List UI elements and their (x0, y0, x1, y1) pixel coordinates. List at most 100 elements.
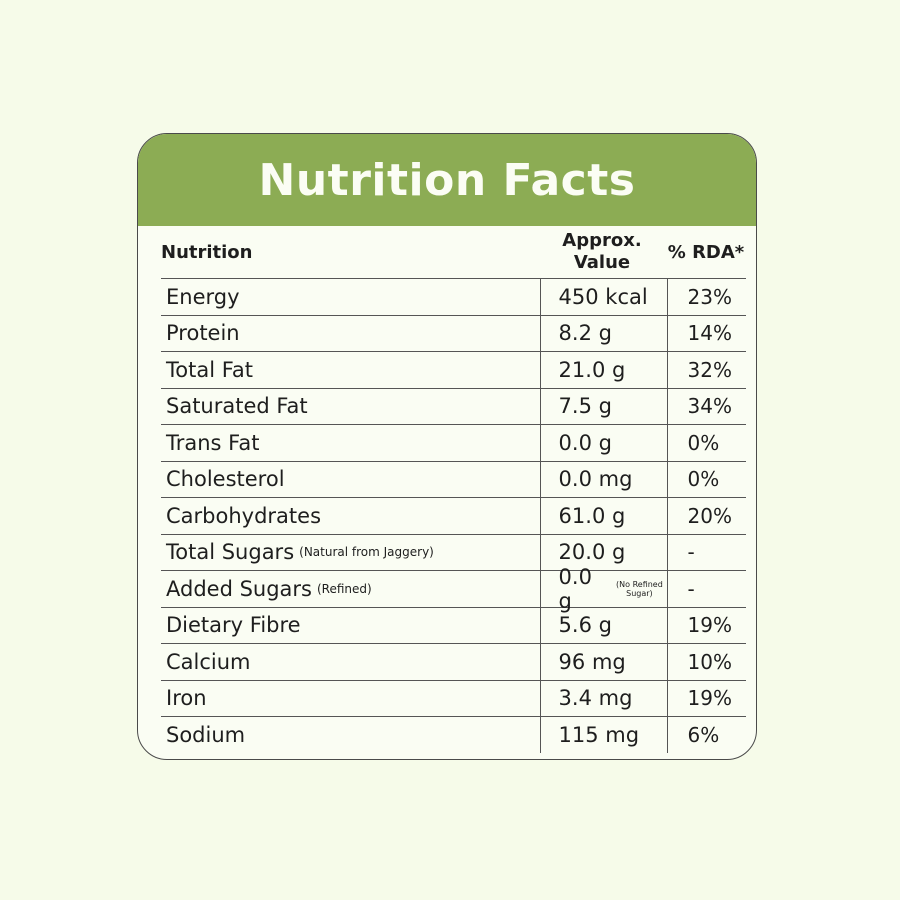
rda-value: 10% (687, 649, 732, 674)
rda-cell: 0% (666, 461, 746, 497)
table-row: Energy 450 kcal 23% (161, 278, 746, 315)
nutrient-cell: Trans Fat (161, 425, 540, 461)
nutrient-value: 0.0 mg (558, 467, 633, 492)
nutrient-cell: Sodium (161, 717, 540, 753)
nutrient-name: Added Sugars (166, 576, 312, 601)
nutrient-name: Total Sugars (166, 540, 295, 565)
rda-cell: - (666, 571, 746, 607)
nutrient-cell: Calcium (161, 644, 540, 680)
nutrient-cell: Cholesterol (161, 462, 540, 498)
nutrient-cell: Iron (161, 681, 540, 717)
rda-value: - (687, 576, 695, 601)
nutrient-value: 20.0 g (558, 540, 626, 565)
table-row: Sodium 115 mg 6% (161, 716, 746, 753)
nutrient-cell: Protein (161, 316, 540, 352)
value-cell: 5.6 g (539, 607, 667, 643)
column-headers: Nutrition Approx. Value % RDA* (161, 228, 746, 276)
nutrient-name: Calcium (166, 649, 251, 674)
nutrient-value: 5.6 g (558, 613, 612, 638)
nutrition-card: Nutrition Facts Nutrition Approx. Value … (137, 133, 757, 760)
nutrient-value: 0.0 g (558, 430, 612, 455)
column-header: % RDA* (667, 241, 745, 263)
rda-cell: 14% (666, 315, 746, 351)
table-body: Energy 450 kcal 23% Protein 8.2 g 14% Total Fa… (161, 278, 746, 753)
nutrient-note: (Natural from Jaggery) (299, 545, 434, 560)
nutrient-cell: Total Fat (161, 352, 540, 388)
rda-value: 0% (687, 467, 720, 492)
nutrient-value: 96 mg (558, 649, 626, 674)
rda-value: 6% (687, 722, 720, 747)
rda-cell: 23% (666, 279, 746, 315)
value-cell: 115 mg (539, 717, 667, 753)
nutrient-name: Protein (166, 321, 240, 346)
table-row: Calcium 96 mg 10% (161, 643, 746, 680)
table-row: Iron 3.4 mg 19% (161, 679, 746, 717)
rda-cell: 34% (666, 388, 746, 424)
table-row: Saturated Fat 7.5 g 34% (161, 387, 746, 425)
value-cell: 20.0 g (539, 534, 667, 570)
rda-value: 0% (687, 430, 720, 455)
nutrient-name: Total Fat (166, 357, 253, 382)
nutrient-cell: Saturated Fat (161, 389, 540, 425)
rda-value: 34% (687, 394, 732, 419)
rda-value: - (687, 540, 695, 565)
nutrient-value: 0.0 g (558, 564, 592, 613)
nutrient-cell: Carbohydrates (161, 498, 540, 534)
nutrient-name: Iron (166, 686, 207, 711)
value-cell: 450 kcal (539, 279, 667, 315)
rda-value: 20% (687, 503, 732, 528)
rda-cell: 19% (666, 680, 746, 716)
value-cell: 61.0 g (539, 498, 667, 534)
rda-cell: - (666, 534, 746, 570)
rda-value: 19% (687, 613, 732, 638)
rda-cell: 32% (666, 352, 746, 388)
nutrient-cell: Total Sugars (Natural from Jaggery) (161, 535, 540, 571)
value-cell: 8.2 g (539, 315, 667, 351)
rda-cell: 6% (666, 717, 746, 753)
rda-value: 32% (687, 357, 732, 382)
nutrient-value: 3.4 mg (558, 686, 633, 711)
nutrient-name: Saturated Fat (166, 394, 308, 419)
nutrient-name: Energy (166, 284, 240, 309)
rda-cell: 0% (666, 425, 746, 461)
rda-value: 19% (687, 686, 732, 711)
value-note: (No Refined Sugar) (616, 579, 663, 598)
nutrient-value: 7.5 g (558, 394, 612, 419)
nutrient-value: 61.0 g (558, 503, 626, 528)
table-row: Protein 8.2 g 14% (161, 314, 746, 352)
value-cell: 3.4 mg (539, 680, 667, 716)
table-row: Total Sugars (Natural from Jaggery) 20.0 g… (161, 533, 746, 571)
rda-cell: 10% (666, 644, 746, 680)
value-cell: 96 mg (539, 644, 667, 680)
nutrient-name: Sodium (166, 722, 246, 747)
value-cell: 21.0 g (539, 352, 667, 388)
value-cell: 0.0 g (539, 425, 667, 461)
nutrient-value: 21.0 g (558, 357, 626, 382)
rda-value: 14% (687, 321, 732, 346)
table-row: Added Sugars (Refined) 0.0 g (No Refined Su… (161, 565, 746, 613)
nutrient-name: Carbohydrates (166, 503, 322, 528)
table-row: Dietary Fibre 5.6 g 19% (161, 606, 746, 643)
column-header: Nutrition (161, 241, 253, 263)
value-cell: 0.0 mg (539, 461, 667, 497)
nutrient-name: Trans Fat (166, 430, 260, 455)
nutrient-value: 115 mg (558, 722, 640, 747)
nutrient-name: Dietary Fibre (166, 613, 301, 638)
card-header: Nutrition Facts (138, 134, 756, 226)
rda-cell: 20% (666, 498, 746, 534)
table-row: Total Fat 21.0 g 32% (161, 351, 746, 388)
value-cell: 0.0 g (No Refined Sugar) (539, 565, 667, 613)
nutrient-value: 8.2 g (558, 321, 612, 346)
rda-value: 23% (687, 284, 732, 309)
rda-cell: 19% (666, 607, 746, 643)
nutrient-value: 450 kcal (558, 284, 648, 309)
table-row: Trans Fat 0.0 g 0% (161, 424, 746, 461)
value-cell: 7.5 g (539, 388, 667, 424)
nutrient-name: Cholesterol (166, 467, 285, 492)
nutrient-note: (Refined) (317, 581, 372, 596)
nutrient-cell: Added Sugars (Refined) (161, 571, 540, 607)
table-row: Cholesterol 0.0 mg 0% (161, 460, 746, 498)
table-row: Carbohydrates 61.0 g 20% (161, 497, 746, 534)
nutrient-cell: Energy (161, 279, 540, 315)
